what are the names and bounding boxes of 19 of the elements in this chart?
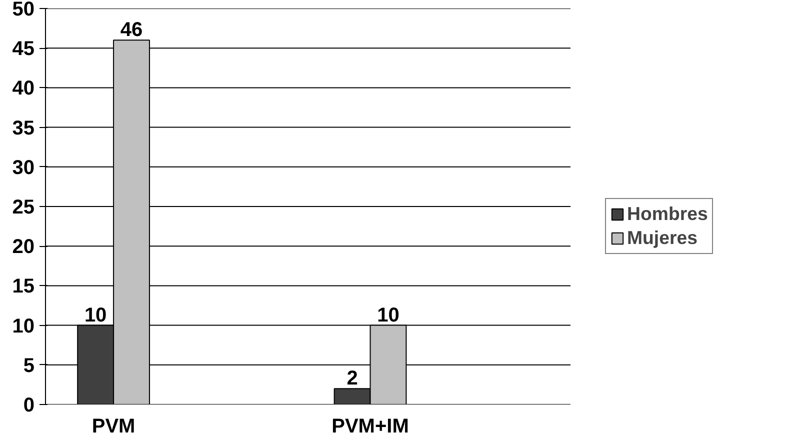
y-tick-label: 5 (23, 354, 34, 377)
data-label: 10 (84, 304, 107, 326)
data-label: 10 (377, 304, 400, 326)
data-label: 2 (346, 368, 358, 390)
y-tick-label: 50 (12, 0, 35, 20)
legend-label: Hombres (627, 203, 708, 225)
y-tick-label: 20 (12, 236, 35, 258)
y-tick-label: 25 (12, 196, 35, 218)
x-tick-label: PVM+IM (332, 416, 409, 438)
data-label: 46 (120, 19, 143, 42)
y-tick-label: 30 (12, 156, 35, 179)
y-tick-label: 35 (12, 117, 35, 140)
y-tick-label: 15 (12, 276, 35, 298)
y-tick-label: 40 (12, 78, 35, 100)
legend-label: Mujeres (627, 227, 698, 249)
y-tick-label: 45 (12, 38, 35, 60)
y-tick-label: 10 (12, 315, 35, 338)
x-tick-label: PVM (92, 416, 136, 438)
y-tick-label: 0 (23, 394, 34, 416)
